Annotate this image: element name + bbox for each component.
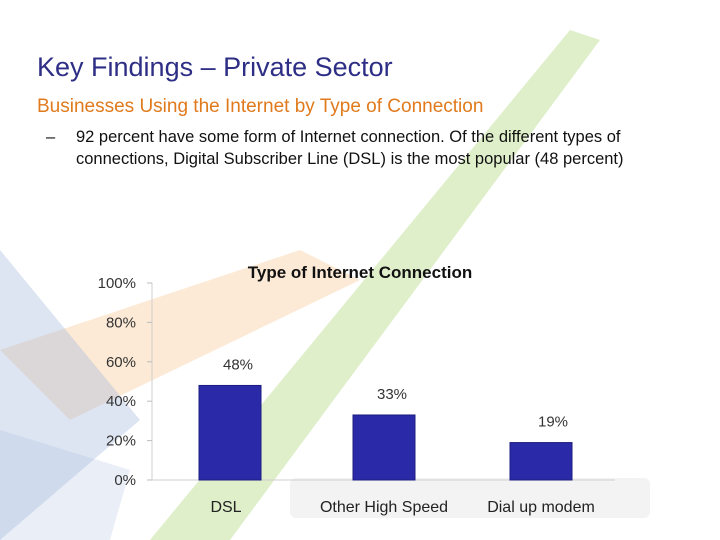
slide-subtitle: Businesses Using the Internet by Type of…	[37, 96, 484, 117]
chart-title: Type of Internet Connection	[248, 263, 472, 282]
y-tick-label: 20%	[106, 433, 136, 450]
bullet-marker: –	[46, 128, 56, 146]
category-label: Dial up modem	[487, 499, 595, 516]
y-axis-ticks: 0% 20% 40% 60% 80% 100%	[98, 275, 152, 489]
y-tick-label: 60%	[106, 354, 136, 371]
y-tick-label: 40%	[106, 393, 136, 410]
y-tick-label: 100%	[98, 275, 136, 292]
watermark-arabic-logo	[290, 478, 650, 518]
bar-2	[352, 414, 416, 481]
bar-3	[509, 442, 573, 481]
slide-title: Key Findings – Private Sector	[37, 52, 393, 82]
bars-group: 48% DSL 33% Other High Speed 19% Dial up mode…	[198, 356, 595, 516]
y-tick-label: 0%	[114, 472, 136, 489]
category-label: Other High Speed	[320, 499, 448, 516]
data-label: 48%	[223, 356, 253, 373]
category-label: DSL	[210, 499, 241, 516]
bullet-text: 92 percent have some form of Internet co…	[76, 128, 624, 168]
watermark-blue-lower	[0, 430, 130, 540]
bar-1	[198, 384, 262, 481]
data-label: 19%	[538, 414, 568, 431]
watermark-blue-swoosh	[0, 250, 140, 540]
watermark-green-swoosh	[150, 30, 600, 540]
data-label: 33%	[377, 386, 407, 403]
bullet-point: – 92 percent have some form of Internet …	[46, 127, 686, 170]
y-tick-label: 80%	[106, 314, 136, 331]
watermark-orange-swoosh	[0, 250, 360, 420]
